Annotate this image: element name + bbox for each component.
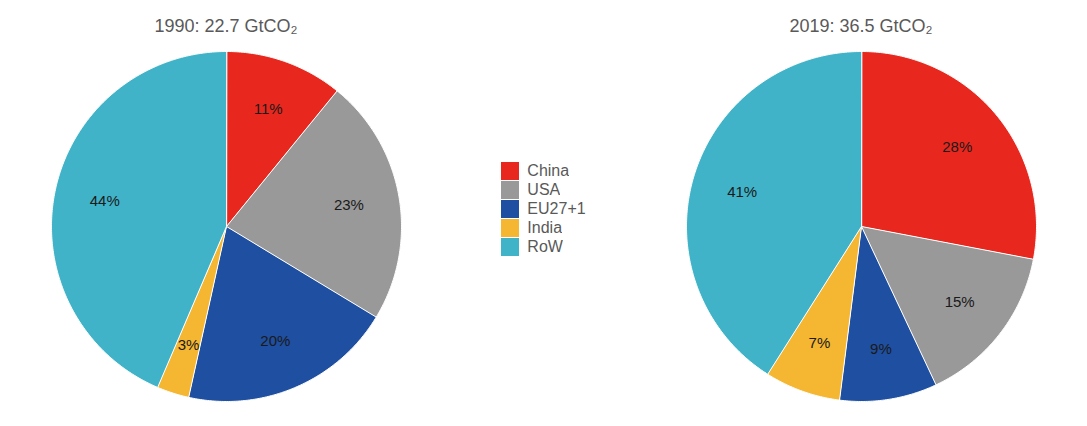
svg-text:41%: 41%	[727, 182, 757, 199]
html-text:China: China	[527, 161, 570, 179]
html-text:2019: 36.5 GtCO₂: 2019: 36.5 GtCO₂	[789, 15, 933, 36]
svg-text:3%: 3%	[178, 335, 200, 352]
html-text:USA: USA	[527, 180, 561, 198]
svg-text:11%: 11%	[254, 100, 283, 117]
svg-text:44%: 44%	[90, 192, 120, 209]
html-text:1990: 22.7 GtCO₂: 1990: 22.7 GtCO₂	[154, 15, 298, 36]
svg-text:9%: 9%	[870, 340, 892, 357]
svg-text:23%: 23%	[334, 196, 364, 213]
svg-text:28%: 28%	[942, 138, 972, 155]
svg-text:7%: 7%	[809, 334, 831, 351]
html-text:India: India	[527, 218, 563, 236]
svg-text:15%: 15%	[945, 293, 975, 310]
svg-text:20%: 20%	[260, 331, 290, 348]
html-text:EU27+1: EU27+1	[527, 199, 586, 217]
html-text:RoW: RoW	[527, 237, 563, 255]
